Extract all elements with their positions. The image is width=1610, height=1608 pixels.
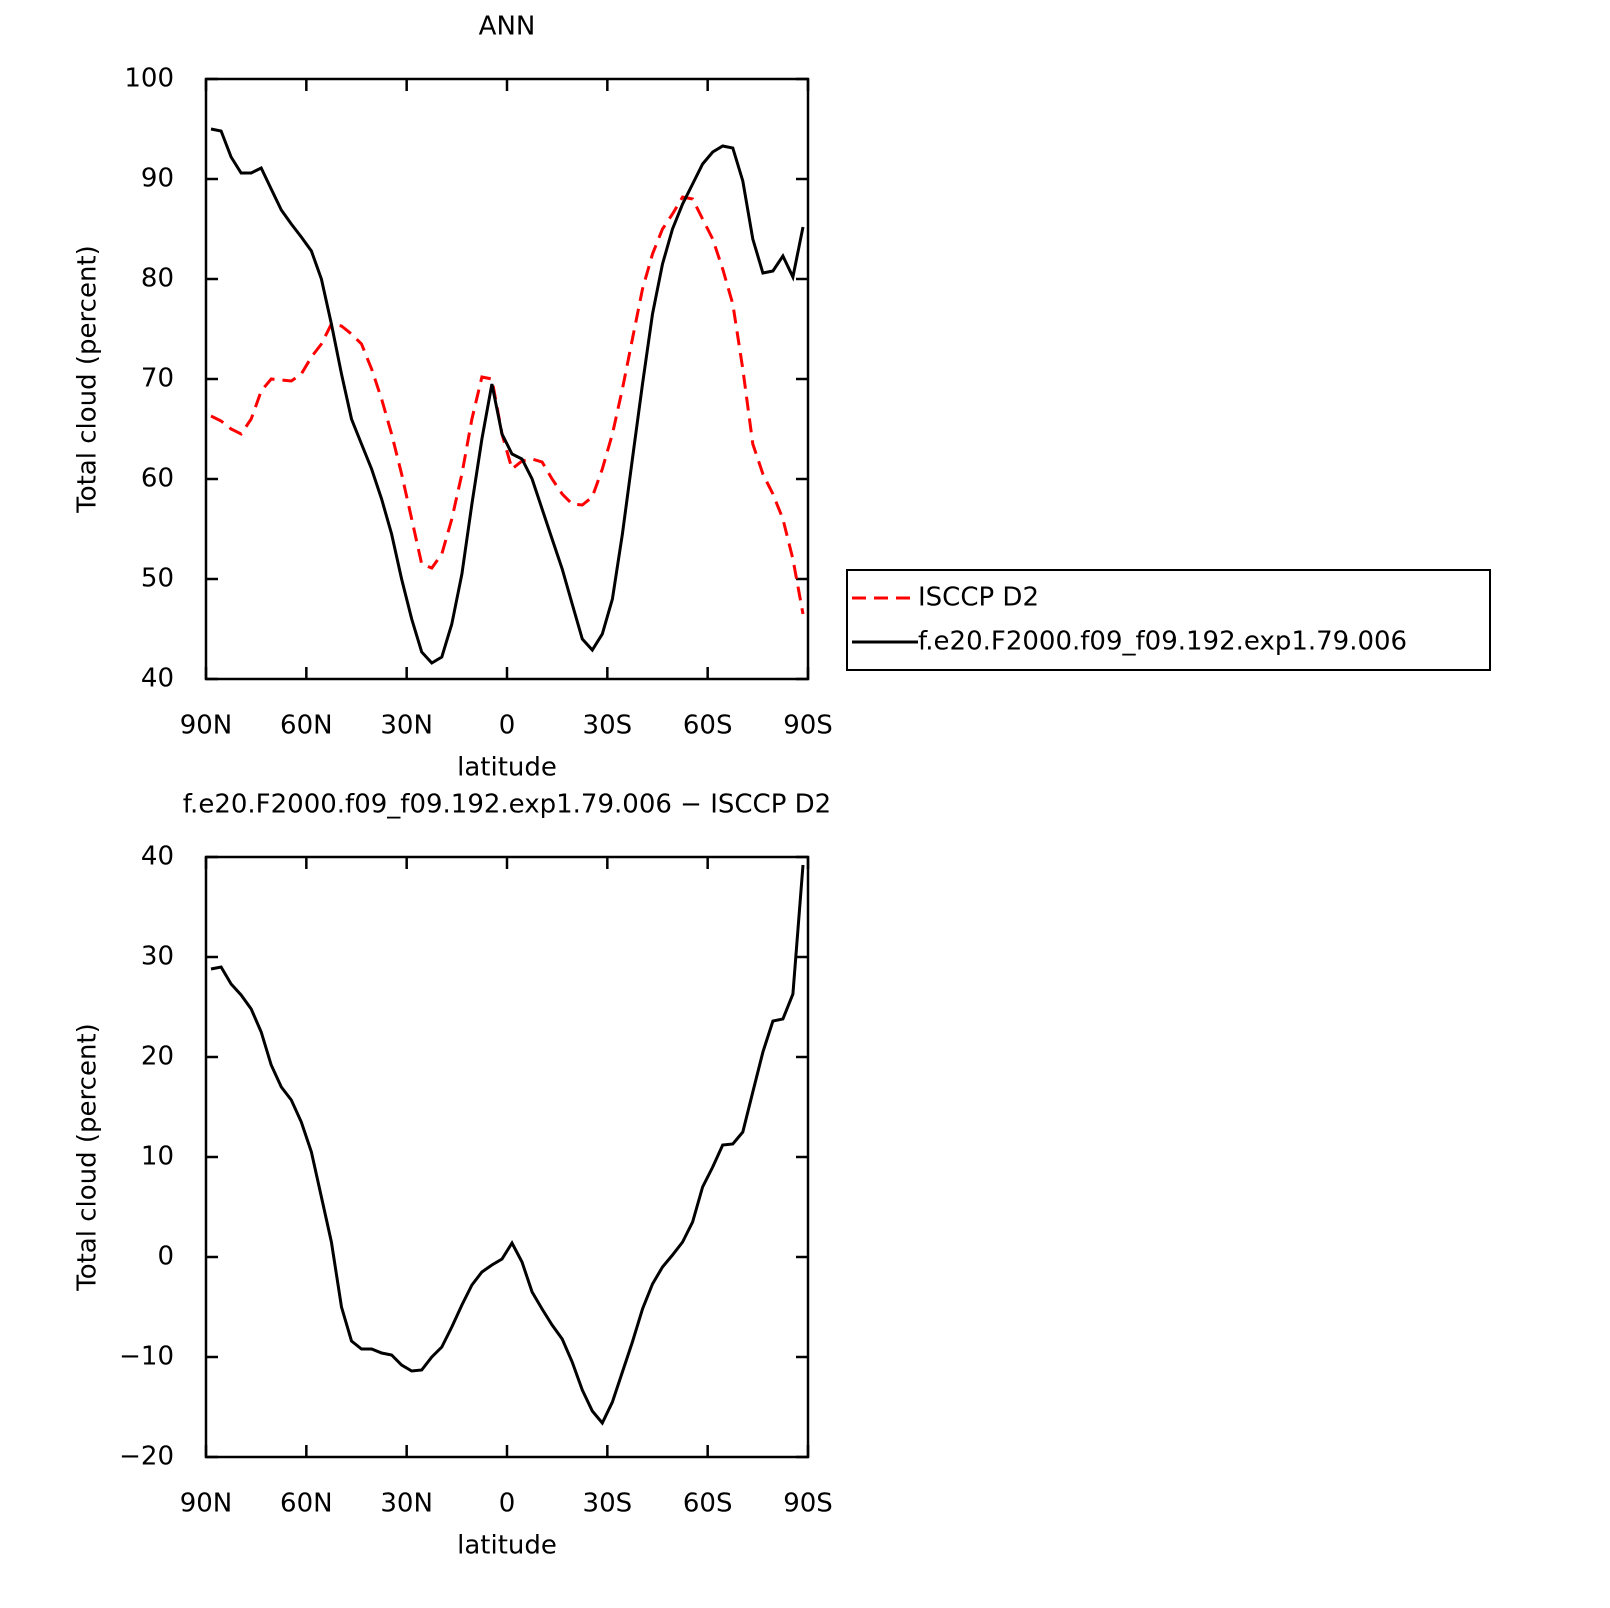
chart-title: ANN bbox=[479, 12, 536, 42]
y-tick-label: 100 bbox=[124, 64, 174, 94]
data-line bbox=[210, 864, 805, 1426]
y-tick-label: 40 bbox=[141, 664, 174, 694]
x-tick-label: 60S bbox=[683, 711, 733, 741]
y-tick-label: 80 bbox=[141, 264, 174, 294]
chart-title: f.e20.F2000.f09_f09.192.exp1.79.006 − IS… bbox=[183, 790, 831, 820]
legend-box bbox=[846, 569, 1491, 671]
y-tick-label: 0 bbox=[157, 1242, 174, 1272]
y-tick-label: 70 bbox=[141, 364, 174, 394]
x-tick-label: 90N bbox=[180, 1489, 233, 1519]
data-line bbox=[210, 195, 805, 615]
plot-frame bbox=[204, 77, 810, 681]
x-tick-label: 90S bbox=[783, 1489, 833, 1519]
x-tick-label: 30S bbox=[583, 711, 633, 741]
x-tick-label: 0 bbox=[499, 1489, 516, 1519]
y-tick-label: −10 bbox=[119, 1342, 174, 1372]
x-tick-label: 30N bbox=[380, 711, 433, 741]
y-axis-label: Total cloud (percent) bbox=[73, 245, 103, 514]
y-tick-label: 20 bbox=[141, 1042, 174, 1072]
y-tick-label: 30 bbox=[141, 942, 174, 972]
y-tick-label: 90 bbox=[141, 164, 174, 194]
x-axis-label: latitude bbox=[457, 753, 557, 783]
x-tick-label: 0 bbox=[499, 711, 516, 741]
x-tick-label: 60N bbox=[280, 711, 333, 741]
y-tick-label: 50 bbox=[141, 564, 174, 594]
y-tick-label: 60 bbox=[141, 464, 174, 494]
x-tick-label: 30N bbox=[380, 1489, 433, 1519]
legend-label: ISCCP D2 bbox=[918, 583, 1039, 613]
x-tick-label: 90S bbox=[783, 711, 833, 741]
y-tick-label: 40 bbox=[141, 842, 174, 872]
y-tick-label: −20 bbox=[119, 1442, 174, 1472]
y-axis-label: Total cloud (percent) bbox=[73, 1023, 103, 1292]
x-tick-label: 30S bbox=[583, 1489, 633, 1519]
x-tick-label: 90N bbox=[180, 711, 233, 741]
x-axis-label: latitude bbox=[457, 1531, 557, 1561]
y-tick-label: 10 bbox=[141, 1142, 174, 1172]
x-tick-label: 60N bbox=[280, 1489, 333, 1519]
data-line bbox=[210, 127, 805, 665]
x-tick-label: 60S bbox=[683, 1489, 733, 1519]
legend-label: f.e20.F2000.f09_f09.192.exp1.79.006 bbox=[918, 627, 1407, 657]
